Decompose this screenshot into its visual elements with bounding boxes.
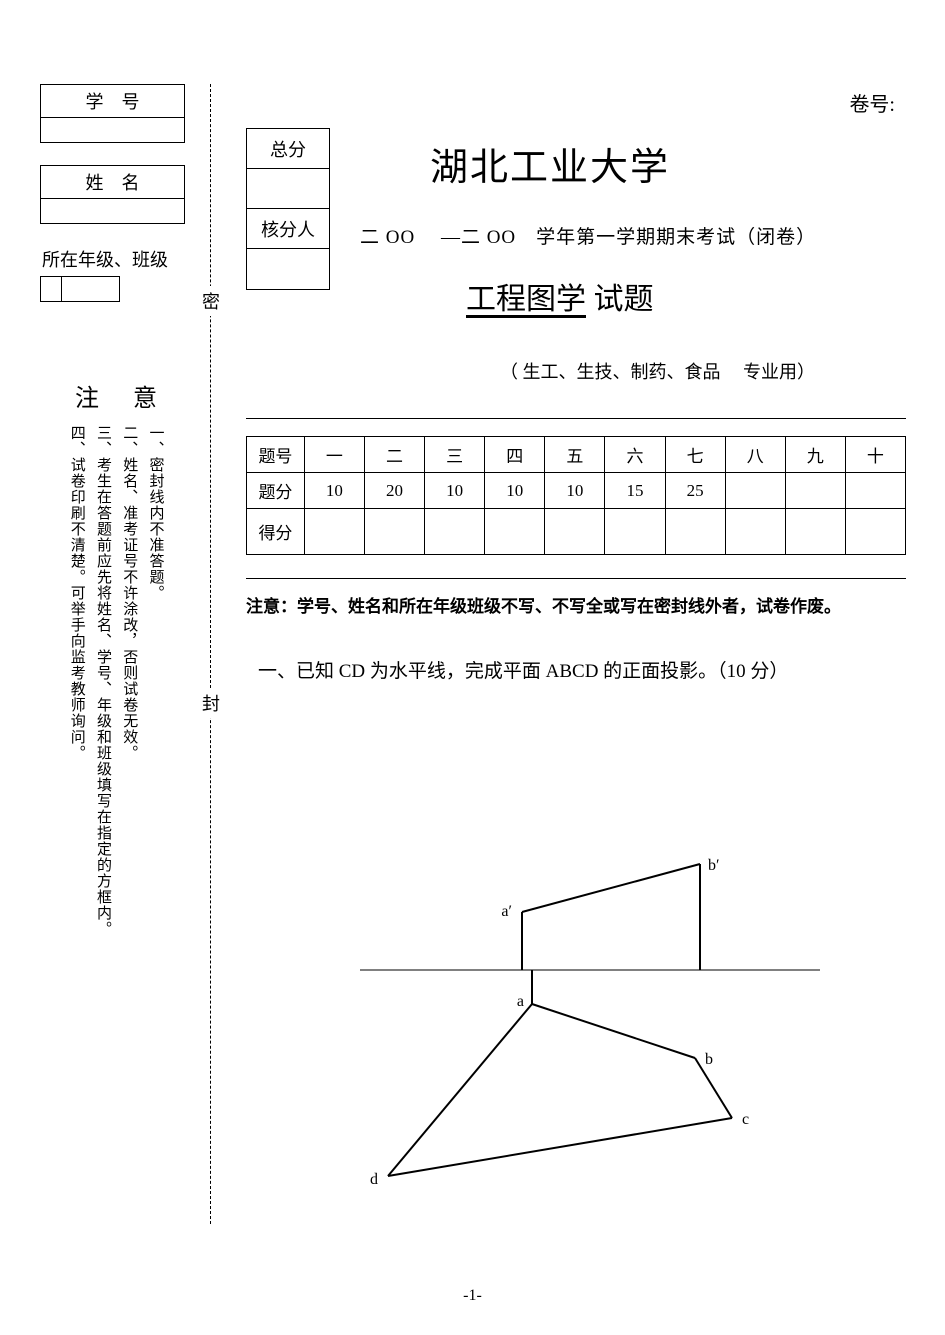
projection-diagram: a′ b′ a b c d [300, 840, 840, 1230]
notice-line-3: 三、考生在答题前应先将姓名、学号、年级和班级填写在指定的方框内。 [93, 425, 113, 937]
points-2: 20 [364, 473, 424, 509]
col-8: 八 [725, 437, 785, 473]
svg-text:a: a [517, 993, 524, 1010]
table-row-header: 题号 一 二 三 四 五 六 七 八 九 十 [247, 437, 906, 473]
warning-text: 注意：学号、姓名和所在年级班级不写、不写全或写在密封线外者，试卷作废。 [246, 592, 841, 617]
student-id-field[interactable] [41, 118, 184, 142]
score-3[interactable] [425, 509, 485, 555]
points-1: 10 [304, 473, 364, 509]
notice-line-2: 二、姓名、准考证号不许涂改，否则试卷无效。 [119, 425, 139, 937]
notice-line-1: 一、密封线内不准答题。 [145, 425, 165, 937]
student-id-box: 学号 [40, 84, 185, 143]
seal-dashed-line [210, 84, 211, 1224]
seal-char-feng: 封 [202, 688, 220, 718]
points-9 [785, 473, 845, 509]
score-7[interactable] [665, 509, 725, 555]
major-line: （ 生工、生技、制药、食品 专业用） [500, 358, 815, 384]
points-3: 10 [425, 473, 485, 509]
points-6: 15 [605, 473, 665, 509]
page-number: -1- [463, 1287, 482, 1305]
col-6: 六 [605, 437, 665, 473]
score-5[interactable] [545, 509, 605, 555]
notice-line-4: 四、试卷印刷不清楚。可举手向监考教师询问。 [67, 425, 87, 937]
col-1: 一 [304, 437, 364, 473]
student-info-column: 学号 姓名 所在年级、班级 [40, 84, 195, 302]
score-10[interactable] [845, 509, 905, 555]
grade-class-field[interactable] [40, 276, 120, 302]
total-score-field[interactable] [247, 169, 329, 209]
col-2: 二 [364, 437, 424, 473]
score-4[interactable] [485, 509, 545, 555]
student-name-field[interactable] [41, 199, 184, 223]
divider-bottom [246, 578, 906, 579]
student-id-label: 学号 [41, 85, 184, 118]
score-6[interactable] [605, 509, 665, 555]
grade-class-label: 所在年级、班级 [40, 246, 195, 272]
svg-text:a′: a′ [501, 903, 512, 920]
score-8[interactable] [725, 509, 785, 555]
notice-block: 注 意 一、密封线内不准答题。 二、姓名、准考证号不许涂改，否则试卷无效。 三、… [36, 378, 196, 937]
course-title: 工程图学 试题 [466, 274, 654, 318]
student-name-box: 姓名 [40, 165, 185, 224]
table-row-points: 题分 10 20 10 10 10 15 25 [247, 473, 906, 509]
notice-lines: 一、密封线内不准答题。 二、姓名、准考证号不许涂改，否则试卷无效。 三、考生在答… [36, 425, 196, 937]
row-label-scores: 得分 [247, 509, 305, 555]
score-table: 题号 一 二 三 四 五 六 七 八 九 十 题分 10 20 10 10 10… [246, 436, 906, 555]
course-suffix: 试题 [586, 283, 654, 316]
question-1-text: 一、已知 CD 为水平线，完成平面 ABCD 的正面投影。（10 分） [258, 656, 788, 683]
svg-text:c: c [742, 1111, 749, 1128]
course-name-underlined: 工程图学 [466, 283, 586, 316]
points-4: 10 [485, 473, 545, 509]
col-7: 七 [665, 437, 725, 473]
paper-number-label: 卷号: [849, 88, 895, 117]
table-row-scores: 得分 [247, 509, 906, 555]
divider-top [246, 418, 906, 419]
notice-title: 注 意 [36, 378, 196, 413]
col-3: 三 [425, 437, 485, 473]
score-2[interactable] [364, 509, 424, 555]
svg-text:b′: b′ [708, 857, 720, 874]
exam-page: 卷号: 学号 姓名 所在年级、班级 注 意 一、密封线内不准答题。 二、姓名、准… [0, 0, 945, 1335]
score-9[interactable] [785, 509, 845, 555]
student-name-label: 姓名 [41, 166, 184, 199]
term-line: 二 OO —二 OO 学年第一学期期末考试（闭卷） [360, 222, 816, 249]
col-5: 五 [545, 437, 605, 473]
points-5: 10 [545, 473, 605, 509]
svg-text:b: b [705, 1051, 713, 1068]
seal-char-mi: 密 [202, 286, 220, 316]
total-score-label: 总分 [247, 129, 329, 169]
col-10: 十 [845, 437, 905, 473]
score-summary-box: 总分 核分人 [246, 128, 330, 290]
col-9: 九 [785, 437, 845, 473]
row-label-points: 题分 [247, 473, 305, 509]
points-7: 25 [665, 473, 725, 509]
points-10 [845, 473, 905, 509]
university-name: 湖北工业大学 [430, 136, 670, 191]
col-4: 四 [485, 437, 545, 473]
checker-label: 核分人 [247, 209, 329, 249]
points-8 [725, 473, 785, 509]
checker-field[interactable] [247, 249, 329, 289]
row-label-qnum: 题号 [247, 437, 305, 473]
score-1[interactable] [304, 509, 364, 555]
svg-text:d: d [370, 1171, 378, 1188]
